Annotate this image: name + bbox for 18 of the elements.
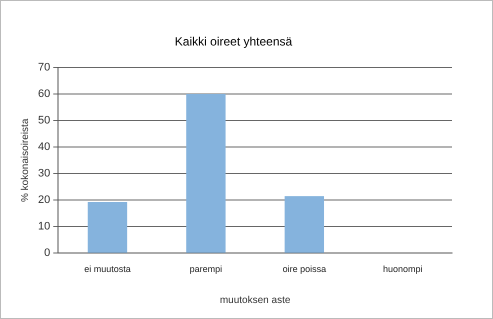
bar bbox=[186, 94, 226, 253]
y-tick-label: 70 bbox=[38, 61, 50, 74]
y-tick-label: 60 bbox=[38, 88, 50, 100]
x-tick-label: parempi bbox=[190, 264, 222, 274]
y-tick-label: 40 bbox=[38, 141, 50, 154]
y-tick-label: 0 bbox=[44, 247, 50, 260]
y-tick-label: 20 bbox=[38, 194, 50, 206]
y-axis-title: % kokonaisoireista bbox=[20, 118, 31, 202]
y-tick-label: 10 bbox=[38, 220, 50, 233]
x-axis-title: muutoksen aste bbox=[220, 294, 291, 306]
y-tick-label: 50 bbox=[38, 114, 50, 127]
y-tick-label: 30 bbox=[38, 168, 50, 180]
x-tick-label: huonompi bbox=[383, 264, 423, 274]
x-tick-label: oire poissa bbox=[282, 264, 326, 274]
bar bbox=[88, 202, 128, 253]
chart-title: Kaikki oireet yhteensä bbox=[174, 34, 293, 49]
bar bbox=[284, 196, 324, 253]
x-tick-label: ei muutosta bbox=[84, 264, 131, 274]
